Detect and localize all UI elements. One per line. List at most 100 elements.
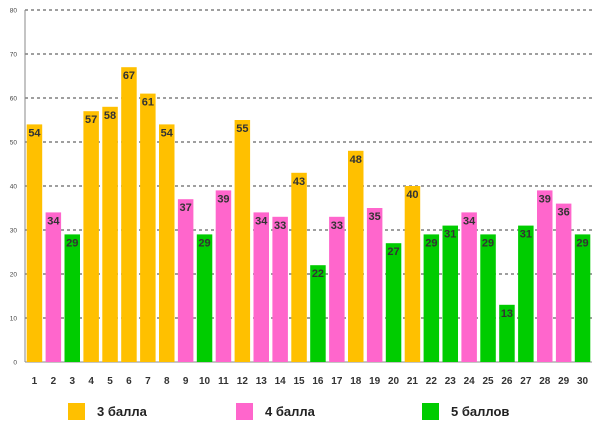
x-tick-label-24: 24 [464, 376, 476, 387]
legend-label-5-ballov: 5 баллов [451, 404, 510, 419]
bar-10 [196, 234, 213, 362]
y-tick-label-80: 80 [10, 8, 18, 15]
bar-value-label-5: 58 [104, 110, 116, 122]
x-tick-label-25: 25 [482, 376, 494, 387]
bar-value-label-18: 48 [350, 154, 362, 166]
bar-value-label-9: 37 [180, 202, 192, 214]
bar-value-label-10: 29 [198, 237, 210, 249]
bar-value-label-11: 39 [217, 193, 229, 205]
bar-29 [555, 203, 572, 362]
x-tick-label-11: 11 [218, 376, 229, 387]
bar-2 [45, 212, 62, 362]
x-tick-label-14: 14 [275, 376, 287, 387]
bar-7 [140, 93, 156, 362]
bar-21 [404, 186, 421, 362]
bar-value-label-26: 13 [501, 308, 513, 320]
bar-value-label-30: 29 [576, 237, 588, 249]
bar-value-label-16: 22 [312, 268, 324, 280]
legend-item-4-balla: 4 балла [236, 403, 315, 420]
x-tick-label-19: 19 [369, 376, 381, 387]
bar-16 [310, 265, 326, 362]
bar-value-label-24: 34 [463, 215, 476, 227]
x-tick-label-15: 15 [293, 376, 305, 387]
bar-value-label-8: 54 [161, 127, 174, 139]
x-tick-label-21: 21 [407, 376, 419, 387]
bar-15 [291, 172, 307, 362]
y-tick-label-50: 50 [10, 140, 18, 147]
x-tick-label-5: 5 [107, 376, 113, 387]
x-tick-label-8: 8 [164, 376, 170, 387]
bar-value-label-14: 33 [274, 220, 286, 232]
bar-14 [272, 216, 288, 362]
x-tick-label-10: 10 [199, 376, 211, 387]
x-tick-label-30: 30 [577, 376, 589, 387]
bar-23 [442, 225, 458, 362]
bar-value-label-2: 34 [47, 215, 60, 227]
x-tick-label-22: 22 [426, 376, 438, 387]
bar-value-label-21: 40 [406, 189, 418, 201]
legend-item-3-balla: 3 балла [68, 403, 147, 420]
x-tick-label-3: 3 [69, 376, 75, 387]
y-tick-label-10: 10 [10, 316, 18, 323]
bar-17 [329, 216, 345, 362]
x-tick-label-13: 13 [256, 376, 268, 387]
bar-4 [83, 111, 99, 362]
bar-value-label-19: 35 [369, 211, 381, 223]
bar-3 [64, 234, 80, 362]
bar-26 [499, 304, 515, 362]
bar-24 [461, 212, 477, 362]
bar-value-label-1: 54 [28, 127, 41, 139]
bar-value-label-22: 29 [425, 237, 437, 249]
bar-value-label-13: 34 [255, 215, 268, 227]
bar-22 [423, 234, 440, 362]
legend-swatch-5-ballov [422, 403, 439, 420]
x-tick-label-27: 27 [520, 376, 532, 387]
bar-value-label-25: 29 [482, 237, 494, 249]
bar-chart-svg: 0102030405060708054134229357458567661754… [10, 8, 592, 387]
bar-13 [253, 212, 269, 362]
bar-19 [366, 208, 383, 362]
bar-25 [480, 234, 496, 362]
bar-value-label-6: 67 [123, 70, 135, 82]
x-tick-label-4: 4 [88, 376, 94, 387]
y-tick-label-40: 40 [10, 184, 18, 191]
y-tick-label-30: 30 [10, 228, 18, 235]
bar-value-label-15: 43 [293, 176, 305, 188]
bar-value-label-27: 31 [520, 229, 532, 241]
bar-30 [574, 234, 591, 362]
bar-value-label-3: 29 [66, 237, 78, 249]
bar-6 [121, 67, 137, 362]
x-tick-label-23: 23 [445, 376, 457, 387]
bar-18 [348, 150, 364, 362]
x-tick-label-18: 18 [350, 376, 362, 387]
y-tick-label-0: 0 [13, 360, 17, 367]
legend-swatch-4-balla [236, 403, 253, 420]
bar-value-label-17: 33 [331, 220, 343, 232]
legend-item-5-ballov: 5 баллов [422, 403, 509, 420]
x-tick-label-2: 2 [51, 376, 57, 387]
y-tick-label-70: 70 [10, 52, 18, 59]
bar-5 [102, 106, 118, 362]
bar-9 [177, 199, 194, 362]
y-tick-label-20: 20 [10, 272, 18, 279]
bar-value-label-7: 61 [142, 97, 154, 109]
bar-8 [159, 124, 175, 363]
bar-value-label-23: 31 [444, 229, 456, 241]
x-tick-label-12: 12 [237, 376, 249, 387]
x-tick-label-29: 29 [558, 376, 570, 387]
bar-value-label-28: 39 [539, 193, 551, 205]
bar-value-label-29: 36 [558, 207, 570, 219]
bar-28 [537, 190, 553, 362]
legend-label-4-balla: 4 балла [265, 404, 315, 419]
bar-20 [385, 243, 402, 362]
bar-value-label-20: 27 [387, 246, 399, 258]
x-tick-label-1: 1 [32, 376, 38, 387]
x-tick-label-28: 28 [539, 376, 551, 387]
x-tick-label-17: 17 [331, 376, 343, 387]
bar-1 [26, 124, 43, 363]
x-tick-label-20: 20 [388, 376, 400, 387]
bar-12 [234, 120, 251, 362]
x-tick-label-7: 7 [145, 376, 151, 387]
x-tick-label-9: 9 [183, 376, 189, 387]
